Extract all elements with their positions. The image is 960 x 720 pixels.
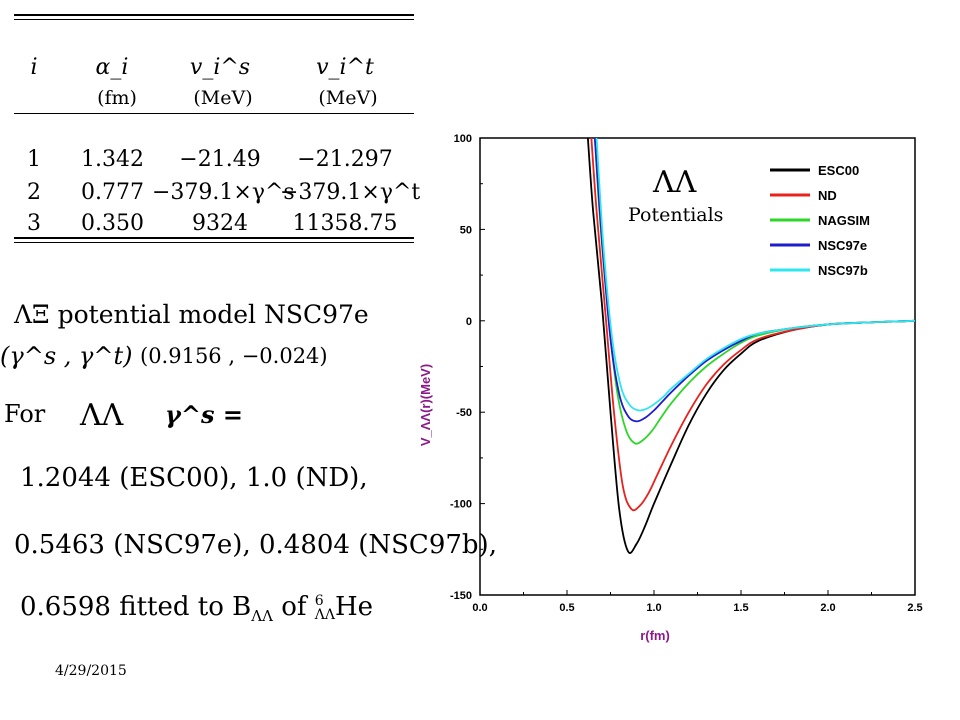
model-title: ΛΞ potential model NSC97e — [14, 300, 369, 329]
legend-label-nd: ND — [818, 188, 837, 203]
legend-label-esc00: ESC00 — [818, 163, 859, 178]
x-tick-label: 1.5 — [733, 602, 748, 614]
table-cell: 9324 — [192, 211, 248, 236]
legend-label-nagsim: NAGSIM — [818, 213, 870, 228]
y-tick-label: 100 — [454, 133, 472, 145]
table-cell: −379.1×γ^s — [152, 180, 295, 205]
table-cell: −21.297 — [297, 147, 393, 172]
y-tick-label: -100 — [450, 499, 472, 511]
table-cell: 1.342 — [81, 147, 144, 172]
y-tick-label: 0 — [466, 316, 472, 328]
table-bottom-rule — [14, 237, 414, 239]
unit-vt: (MeV) — [318, 87, 378, 109]
table-cell: 3 — [27, 211, 41, 236]
potential-chart: 0.0 0.5 1.0 1.5 2.0 2.5 100 50 0 -50 -100 -150 ΛΛ P… — [418, 133, 923, 643]
table-cell: 0.777 — [81, 180, 144, 205]
lambda-lambda-symbol: ΛΛ — [80, 398, 124, 433]
series-line-nsc97b — [595, 138, 915, 412]
table-cell: 11358.75 — [292, 211, 398, 236]
table-cell: 0.350 — [81, 211, 144, 236]
series-line-esc00 — [586, 138, 915, 554]
gamma-label: (γ^s , γ^t) — [0, 342, 133, 370]
x-tick-label: 0.5 — [559, 602, 574, 614]
chart-annotation-symbol: ΛΛ — [652, 165, 697, 200]
series-line-nd — [590, 138, 915, 512]
chart-legend: ESC00 ND NAGSIM NSC97e NSC97b — [770, 163, 870, 278]
legend-label-nsc97e: NSC97e — [818, 238, 867, 253]
header-vt: v_i^t — [316, 55, 374, 80]
y-axis-label: V_ΛΛ(r)(MeV) — [418, 364, 433, 446]
date-footer: 4/29/2015 — [55, 663, 127, 679]
chart-ticks: 0.0 0.5 1.0 1.5 2.0 2.5 100 50 0 -50 -100 -150 — [450, 133, 923, 614]
chart-annotation-text: Potentials — [628, 204, 723, 226]
y-tick-label: -50 — [456, 407, 472, 419]
gamma-line-1: 1.2044 (ESC00), 1.0 (ND), — [20, 463, 368, 493]
header-vs: v_i^s — [189, 55, 251, 80]
header-i: i — [30, 55, 38, 80]
x-tick-label: 0.0 — [472, 602, 487, 614]
unit-alpha: (fm) — [97, 87, 137, 109]
table-cell: 2 — [27, 180, 41, 205]
gamma-values: (0.9156 , −0.024) — [140, 344, 328, 368]
gamma-line-3: 0.6598 fitted to BΛΛ of 6 ΛΛ He — [20, 592, 373, 625]
x-tick-label: 2.0 — [820, 602, 835, 614]
of-word: of — [281, 592, 307, 622]
gamma-line-2: 0.5463 (NSC97e), 0.4804 (NSC97b), — [14, 530, 497, 560]
y-tick-label: -150 — [450, 590, 472, 602]
gamma-line-3-text: 0.6598 fitted to B — [20, 592, 252, 622]
header-alpha: α_i — [95, 55, 129, 80]
table-cell: 1 — [27, 147, 41, 172]
table-bottom-rule-2 — [14, 242, 414, 243]
y-tick-label: 50 — [460, 224, 472, 236]
legend-label-nsc97b: NSC97b — [818, 263, 868, 278]
table-cell: −21.49 — [179, 147, 261, 172]
x-tick-label: 2.5 — [907, 602, 922, 614]
b-subscript: ΛΛ — [251, 607, 273, 626]
series-line-nsc97e — [593, 138, 915, 423]
for-label: For — [4, 400, 46, 428]
table-cell: −379.1×γ^t — [280, 180, 421, 205]
table-top-rule-2 — [14, 19, 414, 20]
table-header-rule — [14, 113, 414, 114]
series-line-nagsim — [593, 138, 915, 445]
x-axis-label: r(fm) — [640, 628, 670, 643]
unit-vs: (MeV) — [193, 87, 253, 109]
table-top-rule — [14, 14, 414, 16]
mass-number: 6 — [314, 593, 324, 609]
chart-series — [586, 138, 915, 554]
nucleus-symbol: He — [334, 592, 374, 622]
gamma-s-label: γ^s = — [165, 400, 243, 429]
x-tick-label: 1.0 — [646, 602, 661, 614]
nucleus-subscript: ΛΛ — [314, 607, 335, 623]
